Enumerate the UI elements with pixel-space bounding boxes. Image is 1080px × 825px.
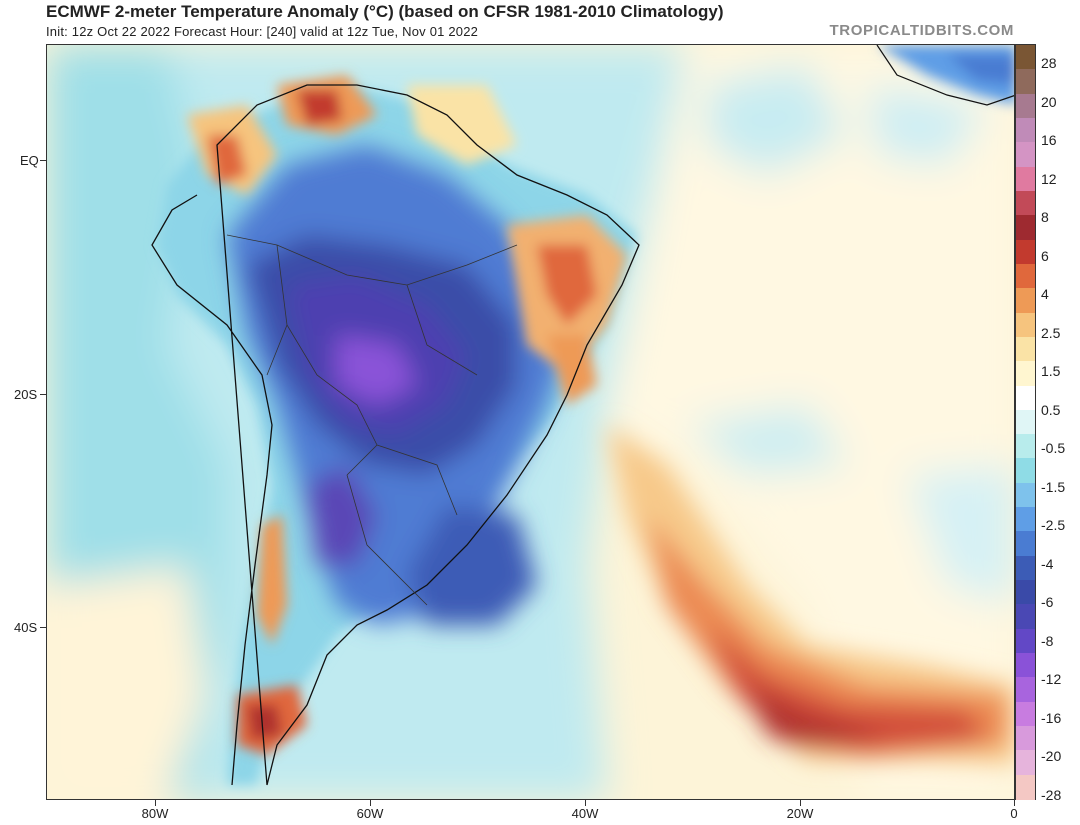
- lat-tick-40s: [40, 627, 46, 628]
- colorbar-label: 0.5: [1041, 401, 1061, 418]
- patagonia-warm-anomaly: [237, 515, 307, 755]
- chart-title: ECMWF 2-meter Temperature Anomaly (°C) (…: [46, 2, 724, 21]
- lon-label-60w: 60W: [356, 806, 384, 821]
- lat-tick-20s: [40, 394, 46, 395]
- colorbar-segment: [1016, 555, 1035, 581]
- chart-subtitle: Init: 12z Oct 22 2022 Forecast Hour: [24…: [46, 24, 479, 39]
- colorbar-segment: [1016, 239, 1035, 265]
- colorbar-segment: [1016, 701, 1035, 727]
- anomaly-map: [46, 44, 1015, 800]
- colorbar-segment: [1016, 604, 1035, 630]
- colorbar-segment: [1016, 288, 1035, 314]
- colorbar-segment: [1016, 336, 1035, 362]
- colorbar-segment: [1016, 677, 1035, 703]
- lat-label-eq: EQ: [20, 153, 39, 168]
- colorbar-label: -0.5: [1041, 440, 1066, 456]
- colorbar-label: 20: [1041, 93, 1057, 110]
- colorbar-label: -12: [1041, 671, 1062, 687]
- lat-tick-eq: [40, 160, 46, 161]
- colorbar-segment: [1016, 312, 1035, 338]
- colorbar-segment: [1016, 385, 1035, 411]
- colorbar-segment: [1016, 69, 1035, 95]
- colorbar-segment: [1016, 653, 1035, 678]
- colorbar-segment: [1016, 409, 1035, 435]
- africa-coastline: [876, 45, 1014, 106]
- country-borders: [226, 234, 518, 606]
- colorbar-label: -16: [1041, 709, 1062, 726]
- colorbar-label: 12: [1041, 170, 1057, 187]
- colorbar-label: 16: [1041, 132, 1057, 148]
- colorbar-segment: [1016, 458, 1035, 484]
- colorbar-label: -4: [1041, 555, 1054, 572]
- lon-tick-40w: [585, 800, 586, 806]
- lon-label-80w: 80W: [141, 806, 169, 821]
- colorbar-segment: [1016, 531, 1035, 557]
- colorbar-segment: [1016, 482, 1035, 508]
- colorbar-segment: [1016, 93, 1035, 119]
- northern-warm-anomalies: [187, 75, 627, 405]
- colorbar-label: 1.5: [1041, 363, 1061, 379]
- colorbar-label: -6: [1041, 594, 1054, 610]
- lon-tick-0: [1014, 800, 1015, 806]
- colorbar-label: 8: [1041, 209, 1049, 225]
- colorbar-label: 4: [1041, 286, 1049, 302]
- colorbar-segment: [1016, 117, 1035, 143]
- lon-tick-80w: [155, 800, 156, 806]
- colorbar-label: 6: [1041, 247, 1049, 264]
- lon-label-0: 0: [1010, 806, 1018, 821]
- africa-corner: [877, 45, 1014, 105]
- colorbar-label: -8: [1041, 632, 1054, 649]
- colorbar-segment: [1016, 215, 1035, 241]
- lon-label-20w: 20W: [786, 806, 814, 821]
- colorbar-label: -1.5: [1041, 478, 1066, 495]
- colorbar-segment: [1016, 507, 1035, 533]
- lon-tick-20w: [800, 800, 801, 806]
- colorbar-segment: [1016, 142, 1035, 168]
- site-credit: TROPICALTIDBITS.COM: [829, 22, 1014, 39]
- colorbar-segment: [1016, 726, 1035, 751]
- colorbar-segment: [1016, 774, 1035, 800]
- colorbar-label: -20: [1041, 748, 1062, 764]
- colorbar-segment: [1016, 580, 1035, 606]
- colorbar-segment: [1016, 263, 1035, 289]
- south-atlantic-warm-anomaly: [607, 425, 1014, 765]
- colorbar-segment: [1016, 166, 1035, 192]
- colorbar-segment: [1016, 45, 1035, 70]
- colorbar-segment: [1016, 434, 1035, 460]
- lon-tick-60w: [370, 800, 371, 806]
- colorbar-segment: [1016, 190, 1035, 216]
- colorbar-label: -2.5: [1041, 517, 1066, 533]
- colorbar-label: 28: [1041, 55, 1057, 71]
- colorbar: [1015, 44, 1036, 800]
- colorbar-segment: [1016, 361, 1035, 387]
- colorbar-segment: [1016, 750, 1035, 776]
- colorbar-label: 2.5: [1041, 324, 1061, 341]
- continental-cold-anomaly: [227, 145, 567, 625]
- coastline: [151, 84, 640, 786]
- colorbar-label: -28: [1041, 786, 1062, 803]
- lat-label-40s: 40S: [14, 620, 38, 635]
- colorbar-segment: [1016, 628, 1035, 654]
- lat-label-20s: 20S: [14, 387, 38, 402]
- lon-label-40w: 40W: [571, 806, 599, 821]
